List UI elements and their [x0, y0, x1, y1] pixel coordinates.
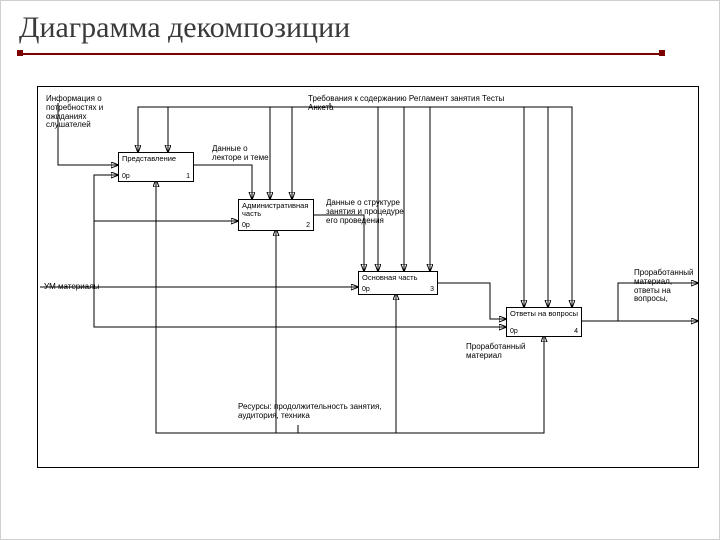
activity-box-n2: Административная часть 0p 2	[238, 199, 314, 231]
diagram-label-l_lect: Данные о лекторе и теме	[212, 145, 276, 163]
activity-index: 4	[574, 328, 578, 335]
activity-index: 3	[430, 286, 434, 293]
flow-arrow	[270, 103, 330, 199]
activity-label: Представление	[122, 155, 190, 163]
slide: Диаграмма декомпозиции Представление 0p 1 А…	[0, 0, 720, 540]
activity-box-n4: Ответы на вопросы 0p 4	[506, 307, 582, 337]
activity-id: 0p	[122, 173, 130, 180]
diagram-label-l_left: УМ материалы	[44, 283, 104, 292]
activity-box-n1: Представление 0p 1	[118, 152, 194, 182]
activity-label: Основная часть	[362, 274, 434, 282]
flow-arrow	[40, 221, 238, 287]
flow-arrow	[330, 103, 378, 271]
diagram-label-l_out: Проработанный материал, ответы на вопрос…	[634, 269, 694, 304]
diagram-label-l_top1: Информация о потребностях и ожиданиях сл…	[46, 95, 116, 130]
activity-label: Ответы на вопросы	[510, 310, 578, 318]
diagram-label-l_struct: Данные о структуре занятия и процедуре е…	[326, 199, 406, 225]
diagram-label-l_res: Ресурсы: продолжительность занятия, ауди…	[238, 403, 388, 421]
activity-id: 0p	[242, 222, 250, 229]
activity-index: 1	[186, 173, 190, 180]
activity-label: Административная часть	[242, 202, 310, 219]
activity-id: 0p	[510, 328, 518, 335]
flow-arrow	[330, 103, 404, 271]
title-dot-left	[17, 50, 23, 56]
activity-id: 0p	[362, 286, 370, 293]
diagram-label-l_mat: Проработанный материал	[466, 343, 528, 361]
diagram-label-l_top2: Требования к содержанию Регламент заняти…	[308, 95, 528, 113]
title-dot-right	[659, 50, 665, 56]
activity-box-n3: Основная часть 0p 3	[358, 271, 438, 295]
flow-arrow	[292, 103, 330, 199]
activity-index: 2	[306, 222, 310, 229]
flow-arrow	[192, 165, 252, 199]
page-title: Диаграмма декомпозиции	[19, 11, 350, 49]
diagram-canvas: Представление 0p 1 Административная часть 0p…	[37, 86, 699, 468]
flow-arrow	[436, 283, 506, 319]
title-underline	[19, 53, 659, 55]
flow-arrow	[40, 175, 118, 287]
flow-arrow	[330, 103, 430, 271]
